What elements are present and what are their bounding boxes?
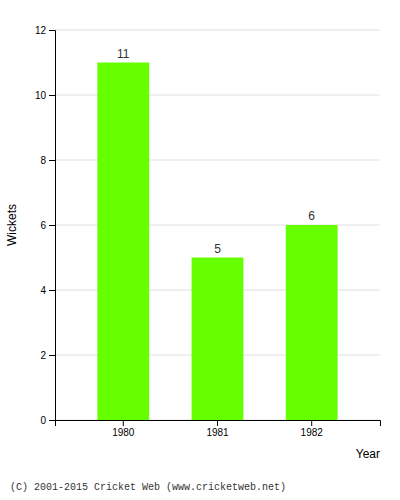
tick-mark [217, 420, 218, 426]
footer: (C) 2001-2015 Cricket Web (www.cricketwe… [10, 482, 286, 493]
tick-label: 0 [40, 415, 46, 426]
tick-mark [123, 420, 124, 426]
tick-label: 10 [35, 90, 47, 101]
tick-mark [49, 290, 55, 291]
tick-mark [49, 355, 55, 356]
plot-area: 0 2 4 6 8 10 12 1980 1981 1982 11 5 6 [35, 25, 381, 438]
bars [97, 63, 337, 421]
tick-label: 4 [40, 285, 46, 296]
tick-mark [49, 160, 55, 161]
tick-label: 8 [40, 155, 46, 166]
tick-mark [49, 420, 55, 421]
axis-line [56, 421, 381, 427]
tick-mark [311, 420, 312, 426]
tick-mark [49, 225, 55, 226]
tick: 1980 [112, 420, 135, 438]
tick: 1981 [206, 420, 229, 438]
tick: 2 [40, 350, 55, 361]
grid-line [55, 30, 380, 31]
bar [192, 258, 244, 421]
data-labels: 11 5 6 [117, 47, 315, 256]
tick-label: 1980 [112, 427, 135, 438]
y-axis-title: Wickets [5, 204, 19, 246]
tick-label: 2 [40, 350, 46, 361]
tick: 8 [40, 155, 55, 166]
tick: 1982 [301, 420, 324, 438]
data-label: 5 [214, 242, 221, 256]
axis-line [49, 31, 56, 421]
tick: 0 [40, 415, 55, 426]
bar [286, 225, 338, 420]
x-axis-title: Year [356, 447, 380, 461]
tick-label: 1982 [301, 427, 324, 438]
tick-mark [49, 30, 55, 31]
tick-label: 1981 [206, 427, 229, 438]
data-label: 6 [308, 209, 315, 223]
chart: 0 2 4 6 8 10 12 1980 1981 1982 11 5 6 Wickets Year (C) … [0, 0, 400, 500]
tick: 6 [40, 220, 55, 231]
grid [55, 30, 380, 420]
tick: 4 [40, 285, 55, 296]
tick-label: 6 [40, 220, 46, 231]
tick-mark [49, 95, 55, 96]
tick-label: 12 [35, 25, 47, 36]
y-axis: 0 2 4 6 8 10 12 [35, 25, 56, 426]
tick: 10 [35, 90, 55, 101]
tick: 12 [35, 25, 55, 36]
bar [97, 63, 149, 421]
data-label: 11 [117, 47, 130, 61]
x-axis: 1980 1981 1982 [56, 420, 381, 438]
